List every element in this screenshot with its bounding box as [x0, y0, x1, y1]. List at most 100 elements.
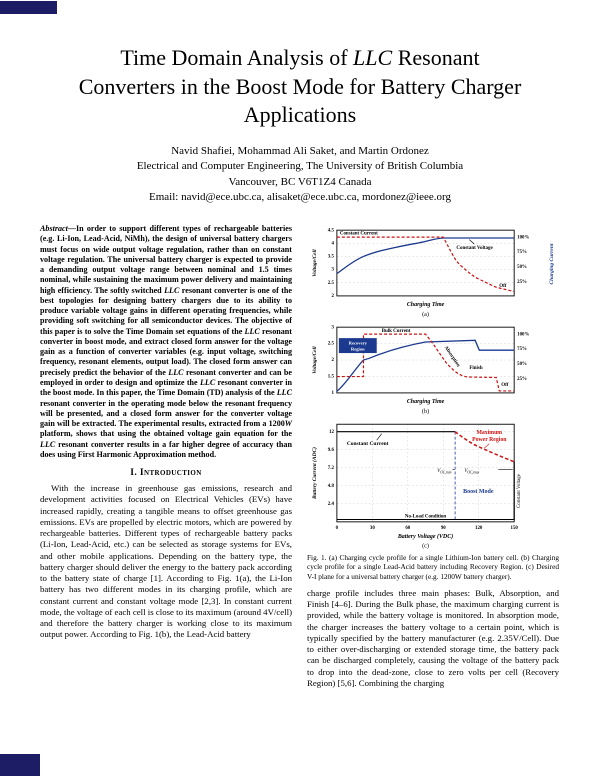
fig1c-max-power-curve — [454, 431, 515, 463]
svg-text:3: 3 — [331, 325, 334, 330]
svg-text:50%: 50% — [517, 362, 527, 367]
author-block: Navid Shafiei, Mohammad Ali Saket, and M… — [0, 144, 600, 206]
svg-text:4: 4 — [331, 241, 334, 246]
svg-text:VOC,max: VOC,max — [464, 469, 479, 475]
fig1c-voc-min-label: VOC,min — [437, 469, 455, 476]
svg-text:Power Region: Power Region — [472, 437, 507, 443]
fig1a-gridlines — [336, 243, 515, 284]
title-line1-pre: Time Domain Analysis of — [120, 45, 354, 70]
svg-text:100%: 100% — [517, 235, 529, 240]
svg-text:Recovery: Recovery — [349, 341, 368, 346]
fig1b-gridlines — [336, 343, 515, 377]
right-column: 4.5 4 3.5 3 2.5 2 100% 75% 50% 25% — [307, 224, 559, 689]
title-line2: Converters in the Boost Mode for Battery… — [78, 73, 522, 99]
fig1a-ytick-labels: 4.5 4 3.5 3 2.5 2 — [328, 228, 335, 299]
fig1a-right-tick-labels: 100% 75% 50% 25% — [517, 235, 529, 285]
svg-text:3: 3 — [331, 268, 334, 273]
figure-1-caption: Fig. 1. (a) Charging cycle profile for a… — [307, 553, 559, 581]
title-llc-math: LLC — [353, 45, 393, 70]
fig1a-plot-border — [336, 229, 515, 297]
affiliation-line1: Electrical and Computer Engineering, The… — [136, 160, 464, 173]
fig1b-finish-label: Finish — [469, 366, 482, 371]
corner-stamp-top — [0, 1, 57, 14]
fig1c-cc-pointer — [376, 433, 382, 441]
fig1b-current-curve — [336, 333, 515, 392]
paper-title: Time Domain Analysis of LLC Resonant Con… — [30, 44, 570, 130]
fig1a-right-ylabel: Charging Current — [549, 243, 555, 284]
fig1b-off-label: Off — [501, 383, 509, 388]
fig1a-current-curve — [336, 236, 515, 293]
svg-text:120: 120 — [475, 526, 483, 531]
fig1b-plot-border — [336, 326, 515, 394]
fig1a-constant-current-label: Constant Current — [340, 232, 378, 237]
fig1c-boost-mode-label: Boost Mode — [463, 489, 494, 495]
svg-text:30: 30 — [370, 526, 375, 531]
title-line1-post: Resonant — [392, 45, 480, 70]
svg-text:4.5: 4.5 — [328, 228, 335, 233]
svg-text:60: 60 — [405, 526, 410, 531]
svg-text:Region: Region — [351, 347, 365, 352]
paper-header: Time Domain Analysis of LLC Resonant Con… — [0, 0, 600, 205]
fig1a-sublabel: (a) — [422, 311, 429, 318]
fig1c-sublabel: (c) — [422, 543, 429, 550]
fig1b-right-tick-labels: 100% 75% 50% 25% — [517, 332, 529, 382]
svg-text:25%: 25% — [517, 377, 527, 382]
fig1c-constant-voltage-label: Constant Voltage — [517, 473, 522, 508]
fig1b-chart: 3 2.5 2 1.5 1 100% 75% 50% 25% Bulk Cur — [312, 325, 530, 415]
fig1a-voltage-curve — [336, 237, 515, 275]
fig1a-cv-pointer — [469, 239, 475, 245]
svg-text:50%: 50% — [517, 265, 527, 270]
right-column-paragraph: charge profile includes three main phase… — [307, 587, 559, 688]
fig1a-chart: 4.5 4 3.5 3 2.5 2 100% 75% 50% 25% — [312, 228, 555, 318]
svg-text:1: 1 — [331, 391, 334, 396]
two-column-body: Abstract—In order to support different t… — [40, 224, 560, 689]
corner-stamp-bottom — [0, 754, 40, 776]
fig1c-xtick-labels: 0 30 60 90 120 150 — [336, 526, 519, 531]
fig1c-max-power-label: Maximum Power Region — [472, 430, 507, 449]
fig1c-ytick-labels: 12 9.6 7.2 4.8 2.4 — [328, 430, 335, 507]
fig1a-ylabel: Voltage/Cell — [312, 249, 318, 277]
fig1c-constant-current-label: Constant Current — [347, 441, 389, 447]
fig1b-voltage-curve — [336, 339, 515, 392]
svg-text:VOC,min: VOC,min — [437, 469, 451, 475]
svg-text:2: 2 — [331, 358, 334, 363]
author-names: Navid Shafiei, Mohammad Ali Saket, and M… — [171, 144, 429, 157]
fig1b-bulk-current-label: Bulk Current — [382, 329, 411, 334]
fig1b-ylabel: Voltage/Cell — [312, 346, 318, 374]
title-line3: Applications — [243, 102, 357, 128]
fig1c-no-load-label: No-Load Condition — [405, 514, 447, 519]
abstract: Abstract—In order to support different t… — [40, 224, 292, 459]
intro-paragraph: With the increase in greenhouse gas emis… — [40, 483, 292, 640]
svg-text:2: 2 — [331, 294, 334, 299]
email-line: Email: navid@ece.ubc.ca, alisaket@ece.ub… — [149, 190, 451, 203]
abstract-label: Abstract— — [40, 224, 76, 233]
fig1b-absorption-label: Absorption — [443, 345, 461, 368]
svg-text:0: 0 — [336, 526, 339, 531]
fig1c-chart: 12 9.6 7.2 4.8 2.4 0 30 60 90 120 150 — [311, 423, 522, 550]
fig1a-off-label: Off — [499, 284, 507, 289]
svg-text:7.2: 7.2 — [328, 466, 335, 471]
figure-1: 4.5 4 3.5 3 2.5 2 100% 75% 50% 25% — [307, 224, 559, 581]
svg-text:2.5: 2.5 — [328, 281, 335, 286]
left-column: Abstract—In order to support different t… — [40, 224, 292, 689]
fig1b-ytick-labels: 3 2.5 2 1.5 1 — [328, 325, 335, 396]
svg-text:12: 12 — [329, 430, 334, 435]
svg-text:25%: 25% — [517, 280, 527, 285]
affiliation-line2: Vancouver, BC V6T1Z4 Canada — [228, 175, 372, 188]
svg-text:90: 90 — [441, 526, 446, 531]
fig1a-xlabel: Charging Time — [407, 302, 445, 308]
svg-text:100%: 100% — [517, 332, 529, 337]
fig1c-xlabel: Battery Voltage (VDC) — [397, 533, 453, 540]
svg-text:3.5: 3.5 — [328, 255, 335, 260]
fig1a-constant-voltage-label: Constant Voltage — [456, 246, 493, 251]
svg-text:4.8: 4.8 — [328, 484, 335, 489]
section-heading-introduction: I. Introduction — [130, 468, 202, 479]
svg-text:75%: 75% — [517, 347, 527, 352]
svg-text:2.4: 2.4 — [328, 502, 335, 507]
svg-text:1.5: 1.5 — [328, 375, 335, 380]
fig1b-xlabel: Charging Time — [407, 399, 445, 405]
svg-text:150: 150 — [511, 526, 519, 531]
fig1b-sublabel: (b) — [422, 408, 429, 415]
svg-text:9.6: 9.6 — [328, 448, 335, 453]
